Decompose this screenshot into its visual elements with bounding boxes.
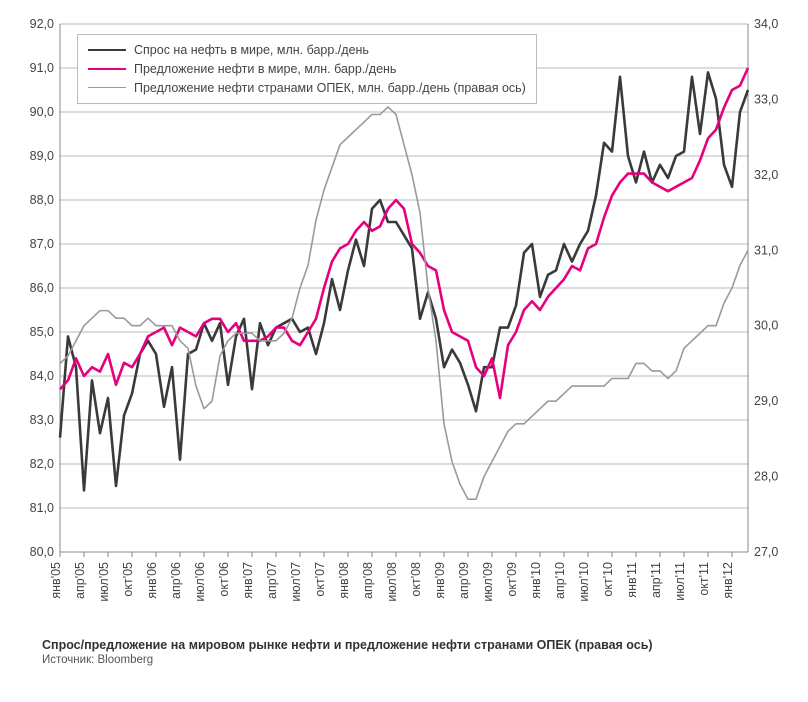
svg-text:81,0: 81,0 xyxy=(30,501,54,515)
svg-text:окт'10: окт'10 xyxy=(601,562,615,597)
svg-text:июл'08: июл'08 xyxy=(385,562,399,602)
chart-source: Источник: Bloomberg xyxy=(12,654,796,666)
svg-text:86,0: 86,0 xyxy=(30,281,54,295)
svg-text:29,0: 29,0 xyxy=(754,394,778,408)
svg-text:27,0: 27,0 xyxy=(754,545,778,559)
svg-text:июл'11: июл'11 xyxy=(673,562,687,601)
oil-supply-demand-chart: 80,0 81,0 82,0 83,0 84,0 85,0 86,0 87,0 88,0 89,0… xyxy=(12,12,796,632)
svg-text:янв'07: янв'07 xyxy=(241,562,255,599)
svg-text:июл'10: июл'10 xyxy=(577,562,591,602)
svg-text:окт'07: окт'07 xyxy=(313,562,327,597)
svg-text:янв'06: янв'06 xyxy=(145,562,159,599)
legend-item: Спрос на нефть в мире, млн. барр./день xyxy=(88,41,526,60)
svg-text:апр'11: апр'11 xyxy=(649,562,663,598)
legend-item: Предложение нефти в мире, млн. барр./ден… xyxy=(88,60,526,79)
svg-text:окт'08: окт'08 xyxy=(409,562,423,597)
svg-text:28,0: 28,0 xyxy=(754,470,778,484)
svg-text:окт'11: окт'11 xyxy=(697,562,711,596)
legend-label: Предложение нефти странами ОПЕК, млн. ба… xyxy=(134,79,526,98)
svg-text:88,0: 88,0 xyxy=(30,193,54,207)
svg-text:89,0: 89,0 xyxy=(30,149,54,163)
legend-label: Предложение нефти в мире, млн. барр./ден… xyxy=(134,60,396,79)
svg-text:84,0: 84,0 xyxy=(30,369,54,383)
legend-label: Спрос на нефть в мире, млн. барр./день xyxy=(134,41,369,60)
svg-text:34,0: 34,0 xyxy=(754,17,778,31)
svg-text:33,0: 33,0 xyxy=(754,92,778,106)
svg-text:янв'09: янв'09 xyxy=(433,562,447,599)
legend-swatch xyxy=(88,49,126,51)
svg-text:апр'08: апр'08 xyxy=(361,562,375,599)
svg-text:янв'08: янв'08 xyxy=(337,562,351,599)
svg-text:апр'05: апр'05 xyxy=(73,562,87,599)
svg-text:янв'10: янв'10 xyxy=(529,562,543,599)
svg-text:90,0: 90,0 xyxy=(30,105,54,119)
svg-text:июл'05: июл'05 xyxy=(97,562,111,602)
svg-text:апр'10: апр'10 xyxy=(553,562,567,599)
legend-swatch xyxy=(88,87,126,88)
svg-text:80,0: 80,0 xyxy=(30,545,54,559)
svg-text:янв'11: янв'11 xyxy=(625,562,639,598)
svg-text:июл'09: июл'09 xyxy=(481,562,495,602)
svg-text:июл'07: июл'07 xyxy=(289,562,303,602)
chart-svg: 80,0 81,0 82,0 83,0 84,0 85,0 86,0 87,0 88,0 89,0… xyxy=(12,12,796,632)
svg-text:91,0: 91,0 xyxy=(30,61,54,75)
svg-text:окт'06: окт'06 xyxy=(217,562,231,597)
svg-text:92,0: 92,0 xyxy=(30,17,54,31)
svg-text:июл'06: июл'06 xyxy=(193,562,207,602)
legend-swatch xyxy=(88,68,126,70)
svg-text:30,0: 30,0 xyxy=(754,319,778,333)
svg-text:31,0: 31,0 xyxy=(754,243,778,257)
svg-text:янв'12: янв'12 xyxy=(721,562,735,599)
svg-text:83,0: 83,0 xyxy=(30,413,54,427)
svg-text:апр'07: апр'07 xyxy=(265,562,279,599)
svg-text:82,0: 82,0 xyxy=(30,457,54,471)
svg-text:апр'06: апр'06 xyxy=(169,562,183,599)
legend: Спрос на нефть в мире, млн. барр./деньПр… xyxy=(77,34,537,104)
svg-text:87,0: 87,0 xyxy=(30,237,54,251)
svg-text:окт'09: окт'09 xyxy=(505,562,519,597)
svg-text:янв'05: янв'05 xyxy=(49,562,63,599)
svg-text:32,0: 32,0 xyxy=(754,168,778,182)
svg-text:апр'09: апр'09 xyxy=(457,562,471,599)
svg-text:85,0: 85,0 xyxy=(30,325,54,339)
svg-text:окт'05: окт'05 xyxy=(121,562,135,597)
chart-caption: Спрос/предложение на мировом рынке нефти… xyxy=(12,638,796,652)
legend-item: Предложение нефти странами ОПЕК, млн. ба… xyxy=(88,79,526,98)
